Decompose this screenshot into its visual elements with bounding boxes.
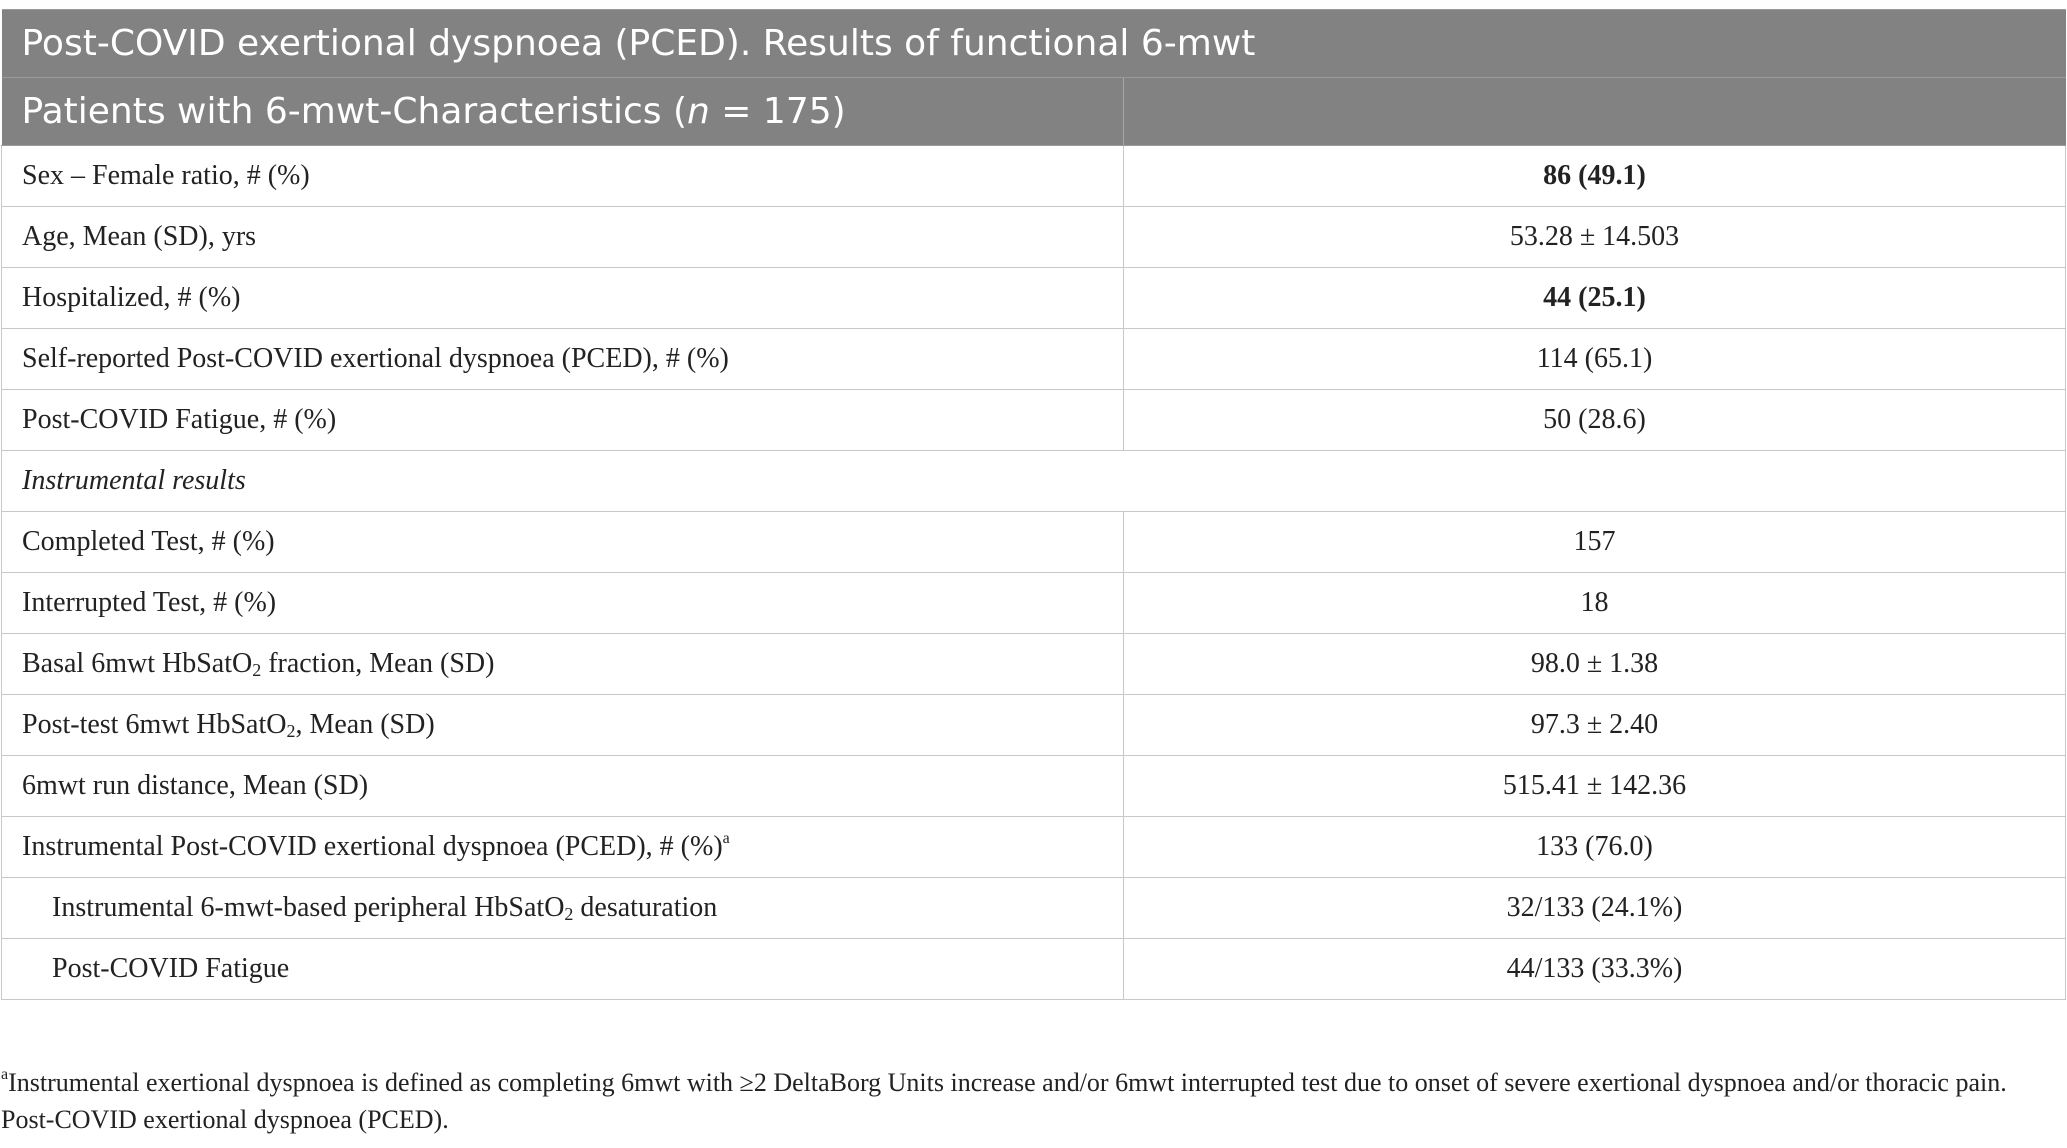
label-part: Instrumental Post-COVID exertional dyspn… <box>22 831 723 862</box>
label-part: Instrumental 6-mwt-based peripheral HbSa… <box>52 892 565 923</box>
row-value: 18 <box>1123 572 2066 634</box>
table-row: Hospitalized, # (%) 44 (25.1) <box>1 267 2066 329</box>
row-value: 114 (65.1) <box>1123 328 2066 390</box>
footnote-text: Instrumental exertional dyspnoea is defi… <box>1 1068 2007 1134</box>
table-row: Basal 6mwt HbSatO2 fraction, Mean (SD) 9… <box>1 633 2066 695</box>
row-value: 157 <box>1123 511 2066 573</box>
section-label: Instrumental results <box>1 450 2066 512</box>
label-part: , Mean (SD) <box>295 709 435 740</box>
subheader-n: n <box>687 91 710 132</box>
table-row: 6mwt run distance, Mean (SD) 515.41 ± 14… <box>1 755 2066 817</box>
subscript: 2 <box>252 660 262 680</box>
row-value: 133 (76.0) <box>1123 816 2066 878</box>
row-value: 98.0 ± 1.38 <box>1123 633 2066 695</box>
row-value: 86 (49.1) <box>1123 145 2066 207</box>
table-row: Post-COVID Fatigue, # (%) 50 (28.6) <box>1 389 2066 451</box>
table-row: Instrumental 6-mwt-based peripheral HbSa… <box>1 877 2066 939</box>
subscript: 2 <box>286 721 296 741</box>
table-subheader: Patients with 6-mwt-Characteristics (n =… <box>1 77 1124 146</box>
table-title-row: Post-COVID exertional dyspnoea (PCED). R… <box>1 9 2066 78</box>
row-value: 44 (25.1) <box>1123 267 2066 329</box>
table-row: Instrumental Post-COVID exertional dyspn… <box>1 816 2066 878</box>
subscript: 2 <box>564 904 574 924</box>
table-row: Self-reported Post-COVID exertional dysp… <box>1 328 2066 390</box>
results-table: Post-COVID exertional dyspnoea (PCED). R… <box>1 9 2066 1000</box>
row-label: Post-test 6mwt HbSatO2, Mean (SD) <box>1 694 1124 756</box>
footnote-marker: a <box>1 1066 9 1083</box>
row-label: Instrumental 6-mwt-based peripheral HbSa… <box>1 877 1124 939</box>
table-row: Sex – Female ratio, # (%) 86 (49.1) <box>1 145 2066 207</box>
row-label: Self-reported Post-COVID exertional dysp… <box>1 328 1124 390</box>
row-value: 515.41 ± 142.36 <box>1123 755 2066 817</box>
table-row: Post-test 6mwt HbSatO2, Mean (SD) 97.3 ±… <box>1 694 2066 756</box>
table-row: Interrupted Test, # (%) 18 <box>1 572 2066 634</box>
label-part: Basal 6mwt HbSatO <box>22 648 253 679</box>
row-label: Basal 6mwt HbSatO2 fraction, Mean (SD) <box>1 633 1124 695</box>
row-label: Post-COVID Fatigue <box>1 938 1124 1000</box>
table-row: Age, Mean (SD), yrs 53.28 ± 14.503 <box>1 206 2066 268</box>
table-row: Post-COVID Fatigue 44/133 (33.3%) <box>1 938 2066 1000</box>
subheader-prefix: Patients with 6-mwt-Characteristics ( <box>21 91 688 132</box>
row-label: Post-COVID Fatigue, # (%) <box>1 389 1124 451</box>
row-label: Instrumental Post-COVID exertional dyspn… <box>1 816 1124 878</box>
row-value: 53.28 ± 14.503 <box>1123 206 2066 268</box>
row-value: 44/133 (33.3%) <box>1123 938 2066 1000</box>
table-row: Completed Test, # (%) 157 <box>1 511 2066 573</box>
table-footnote: aInstrumental exertional dyspnoea is def… <box>1 1064 2041 1138</box>
row-label: Sex – Female ratio, # (%) <box>1 145 1124 207</box>
section-row: Instrumental results <box>1 450 2066 512</box>
label-part: fraction, Mean (SD) <box>261 648 495 679</box>
row-value: 50 (28.6) <box>1123 389 2066 451</box>
row-label: Completed Test, # (%) <box>1 511 1124 573</box>
row-label: Age, Mean (SD), yrs <box>1 206 1124 268</box>
row-label: 6mwt run distance, Mean (SD) <box>1 755 1124 817</box>
row-value: 32/133 (24.1%) <box>1123 877 2066 939</box>
label-part: desaturation <box>573 892 718 923</box>
footnote-marker: a <box>722 830 730 847</box>
table-subheader-empty <box>1123 77 2066 146</box>
row-label: Interrupted Test, # (%) <box>1 572 1124 634</box>
label-part: Post-test 6mwt HbSatO <box>22 709 287 740</box>
row-label: Hospitalized, # (%) <box>1 267 1124 329</box>
row-value: 97.3 ± 2.40 <box>1123 694 2066 756</box>
table-title: Post-COVID exertional dyspnoea (PCED). R… <box>1 9 2066 78</box>
table-subheader-row: Patients with 6-mwt-Characteristics (n =… <box>1 77 2066 146</box>
subheader-suffix: = 175) <box>709 91 846 132</box>
